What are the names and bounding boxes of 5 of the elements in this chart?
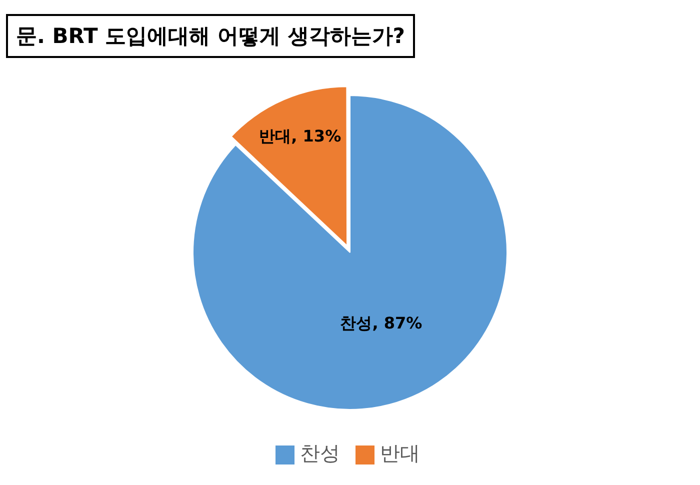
chart-title: 문. BRT 도입에대해 어떻게 생각하는가?	[6, 14, 415, 58]
data-label: 찬성, 87%	[340, 314, 422, 333]
legend-label: 찬성	[300, 441, 340, 466]
data-label: 반대, 13%	[259, 126, 342, 146]
legend-label: 반대	[380, 441, 420, 466]
